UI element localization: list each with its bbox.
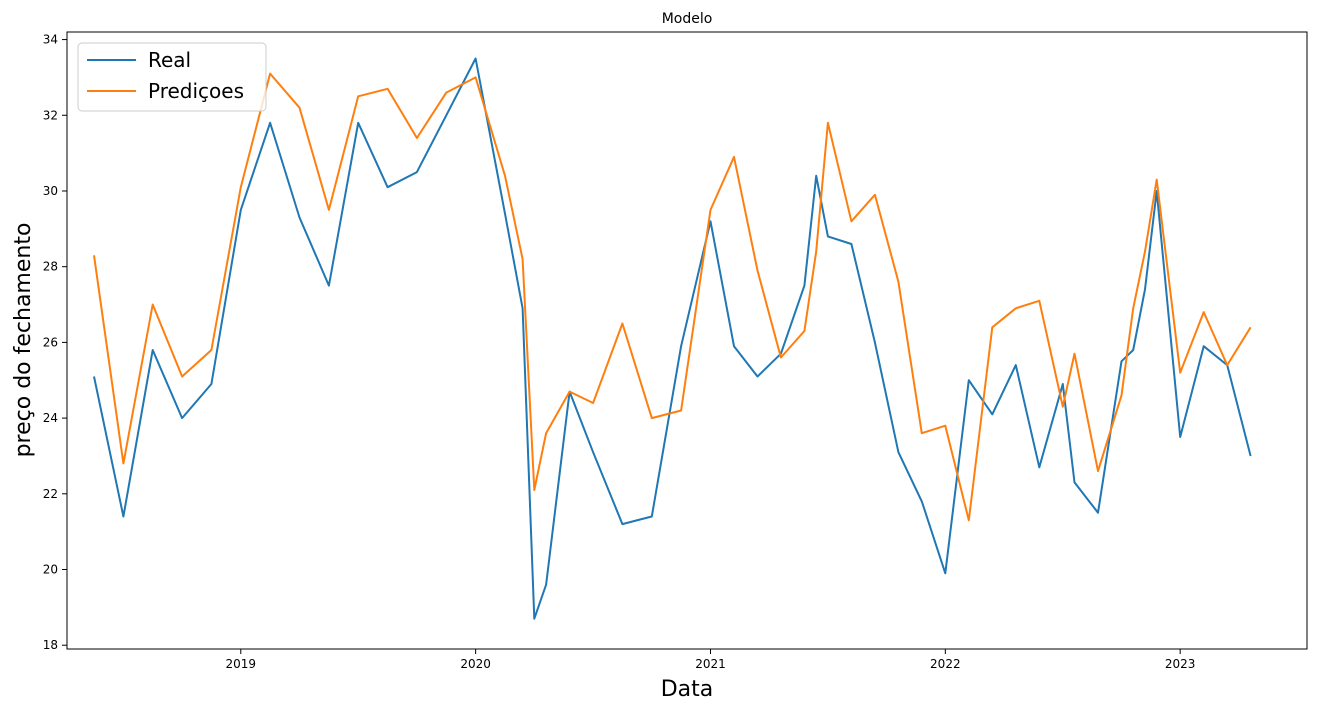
- x-tick-label-0: 2019: [226, 657, 257, 671]
- legend-label-predicoes: Prediçoes: [148, 79, 244, 103]
- y-axis: 18 20 22 24 26 28 30 32 34: [43, 33, 67, 652]
- x-tick-label-2: 2021: [695, 657, 726, 671]
- legend: Real Prediçoes: [77, 42, 267, 112]
- series-line-0: [93, 57, 1252, 620]
- legend-label-real: Real: [148, 48, 191, 72]
- y-tick-label-4: 26: [43, 335, 58, 349]
- y-tick-label-5: 28: [43, 260, 58, 274]
- y-tick-label-8: 34: [43, 33, 58, 47]
- series-layer: [93, 57, 1252, 620]
- chart-title: Modelo: [662, 11, 713, 27]
- y-tick-label-0: 18: [43, 638, 58, 652]
- x-tick-label-3: 2022: [930, 657, 961, 671]
- y-tick-label-7: 32: [43, 108, 58, 122]
- x-tick-label-1: 2020: [460, 657, 491, 671]
- y-tick-label-3: 24: [43, 411, 58, 425]
- x-tick-label-4: 2023: [1165, 657, 1196, 671]
- x-axis-label: Data: [661, 677, 714, 702]
- plot-frame: [66, 31, 1308, 650]
- x-axis: 2019 2020 2021 2022 2023: [226, 649, 1196, 671]
- y-tick-label-2: 22: [43, 487, 58, 501]
- y-axis-label: preço do fechamento: [11, 223, 36, 458]
- series-line-1: [93, 72, 1252, 522]
- y-tick-label-6: 30: [43, 184, 58, 198]
- y-tick-label-1: 20: [43, 563, 58, 577]
